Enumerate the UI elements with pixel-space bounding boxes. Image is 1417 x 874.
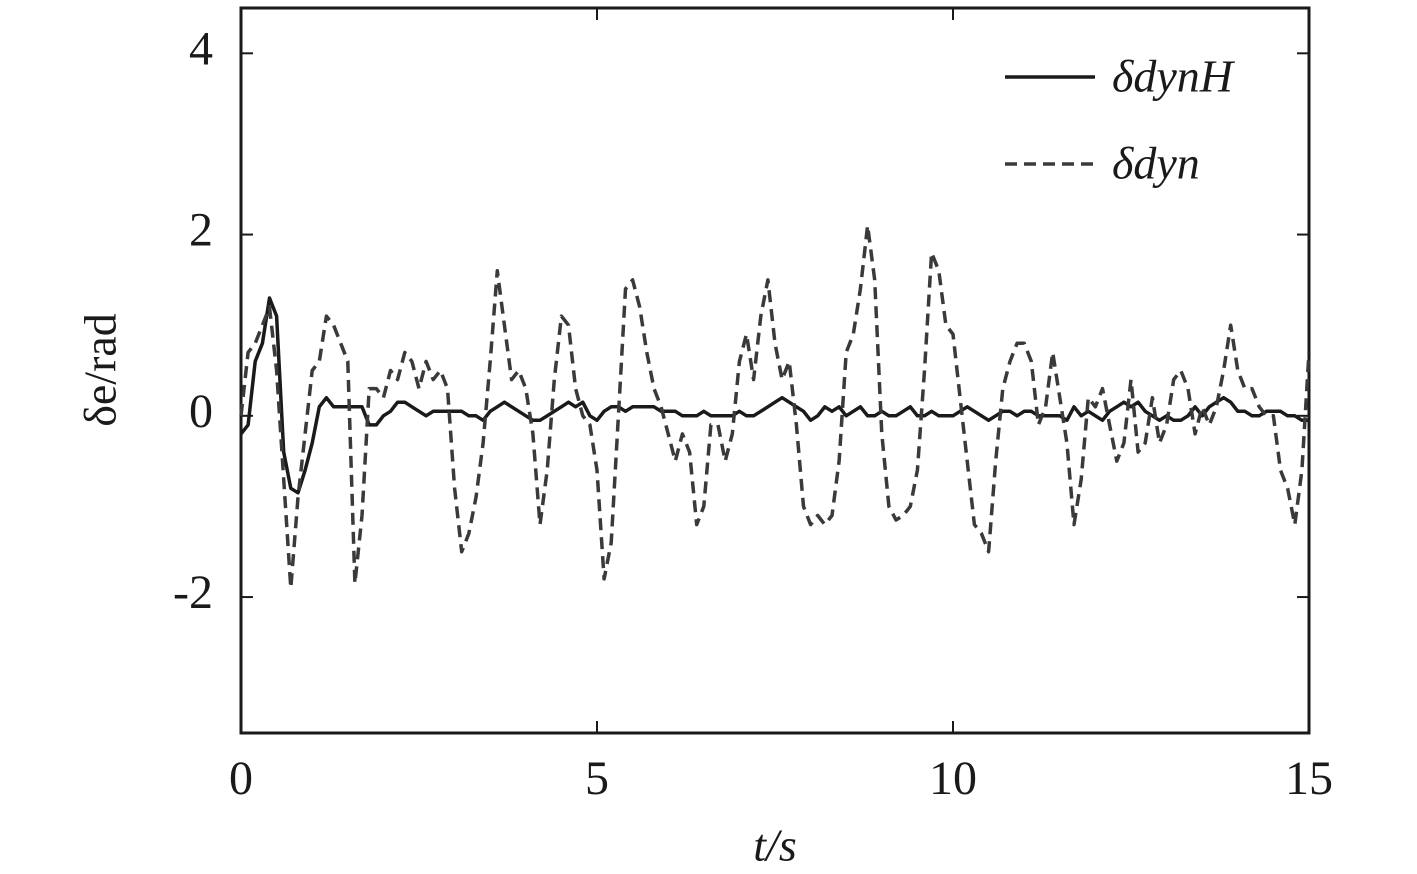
x-tick-label: 15 xyxy=(1285,752,1333,805)
y-tick-label: 0 xyxy=(189,385,213,438)
x-tick-label: 0 xyxy=(229,752,253,805)
y-tick-label: -2 xyxy=(173,566,213,619)
series-line xyxy=(239,296,1309,495)
y-tick-label: 4 xyxy=(189,22,213,75)
series-line xyxy=(239,223,1311,590)
y-axis-label: δe/rad xyxy=(75,313,126,427)
x-tick-label: 5 xyxy=(585,752,609,805)
legend-label: δdynH xyxy=(1112,51,1236,102)
x-tick-label: 10 xyxy=(929,752,977,805)
x-axis-label: t/s xyxy=(753,820,796,871)
y-tick-label: 2 xyxy=(189,204,213,257)
legend-label: δdyn xyxy=(1112,138,1200,189)
